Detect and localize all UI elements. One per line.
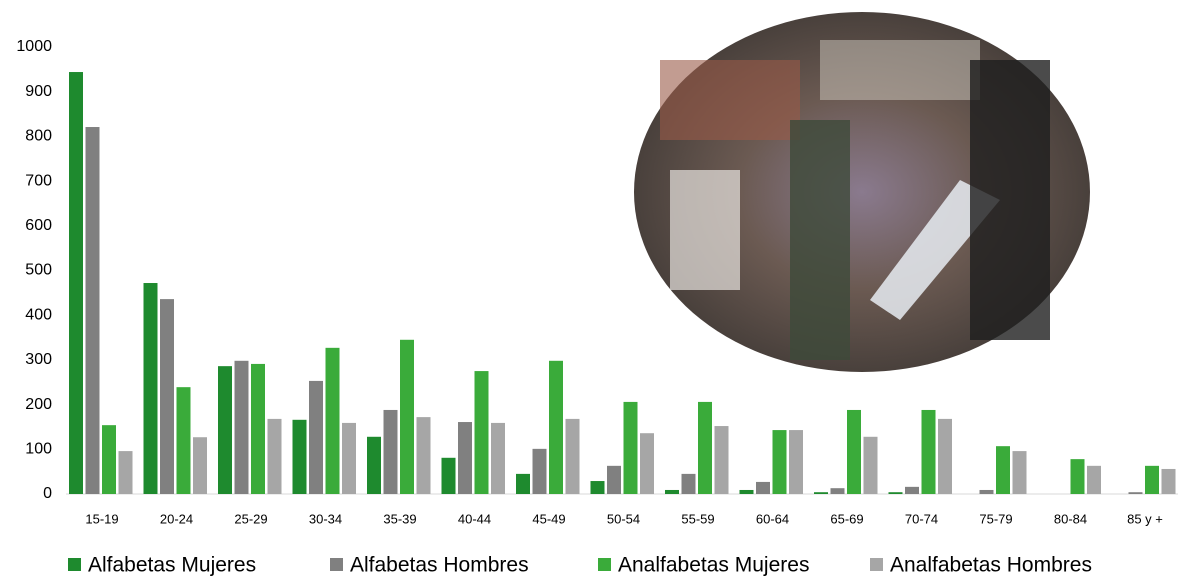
bar xyxy=(979,489,994,494)
bar xyxy=(565,418,580,494)
legend-swatch xyxy=(68,558,81,571)
bar xyxy=(1087,465,1101,494)
bar xyxy=(102,425,116,494)
bar xyxy=(458,422,472,494)
bar xyxy=(863,436,878,494)
bar xyxy=(549,360,563,494)
bar xyxy=(251,363,265,494)
legend-swatch xyxy=(870,558,883,571)
bar xyxy=(1070,459,1085,494)
bar xyxy=(234,360,249,494)
bar xyxy=(996,446,1010,494)
bar xyxy=(400,339,414,494)
bar xyxy=(714,426,729,494)
x-tick-label: 60-64 xyxy=(756,511,789,526)
y-tick-label: 700 xyxy=(25,172,52,189)
bar xyxy=(416,417,431,494)
bar xyxy=(516,473,530,494)
bar xyxy=(193,437,207,494)
bar xyxy=(830,488,845,494)
bar xyxy=(1012,451,1027,494)
x-tick-label: 40-44 xyxy=(458,511,491,526)
bar xyxy=(85,127,100,494)
bar xyxy=(665,489,679,494)
y-tick-label: 800 xyxy=(25,128,52,145)
legend-label: Alfabetas Hombres xyxy=(350,554,529,577)
x-tick-label: 55-59 xyxy=(681,511,714,526)
bar xyxy=(325,347,340,494)
legend-swatch xyxy=(330,558,343,571)
bar xyxy=(309,380,323,494)
bar xyxy=(623,401,638,494)
x-tick-label: 15-19 xyxy=(85,511,118,526)
y-tick-label: 600 xyxy=(25,217,52,234)
bar xyxy=(491,422,505,494)
x-tick-label: 25-29 xyxy=(234,511,267,526)
x-tick-label: 85 y + xyxy=(1127,511,1163,526)
y-tick-label: 200 xyxy=(25,396,52,413)
y-tick-label: 0 xyxy=(43,485,52,502)
x-tick-label: 30-34 xyxy=(309,511,342,526)
bar xyxy=(1128,492,1143,494)
bar xyxy=(441,457,456,494)
y-tick-label: 500 xyxy=(25,262,52,279)
bar xyxy=(847,409,861,494)
bar xyxy=(739,489,754,494)
legend-label: Analfabetas Mujeres xyxy=(618,554,809,577)
bar xyxy=(590,481,605,494)
bar xyxy=(921,409,936,494)
bar xyxy=(474,371,489,494)
bar xyxy=(176,387,191,494)
bar xyxy=(342,422,356,494)
bar xyxy=(143,283,158,494)
bar xyxy=(640,433,654,494)
legend-label: Alfabetas Mujeres xyxy=(88,554,256,577)
x-tick-label: 70-74 xyxy=(905,511,938,526)
bar xyxy=(789,430,803,494)
x-tick-label: 35-39 xyxy=(383,511,416,526)
x-tick-label: 65-69 xyxy=(830,511,863,526)
x-tick-label: 50-54 xyxy=(607,511,640,526)
bar xyxy=(681,473,696,494)
photo xyxy=(634,12,1090,372)
y-tick-label: 400 xyxy=(25,306,52,323)
bar xyxy=(888,492,903,494)
bar xyxy=(938,418,952,494)
bar xyxy=(383,409,398,494)
bar xyxy=(367,436,381,494)
y-tick-label: 1000 xyxy=(16,38,52,55)
y-tick-label: 300 xyxy=(25,351,52,368)
bar xyxy=(118,451,133,494)
y-tick-label: 100 xyxy=(25,441,52,458)
bar xyxy=(69,72,83,495)
bar xyxy=(698,401,712,494)
bar xyxy=(607,465,621,494)
legend-swatch xyxy=(598,558,611,571)
y-tick-label: 900 xyxy=(25,83,52,100)
bar xyxy=(905,486,919,494)
x-tick-label: 45-49 xyxy=(532,511,565,526)
bar xyxy=(218,366,232,494)
bar xyxy=(292,419,307,494)
bar xyxy=(772,430,787,494)
x-tick-label: 75-79 xyxy=(979,511,1012,526)
bar xyxy=(267,418,282,494)
bar xyxy=(160,299,174,494)
legend-label: Analfabetas Hombres xyxy=(890,554,1092,577)
bar xyxy=(1161,468,1176,494)
x-tick-label: 80-84 xyxy=(1054,511,1087,526)
bar xyxy=(756,481,770,494)
bar xyxy=(1145,465,1159,494)
x-tick-label: 20-24 xyxy=(160,511,193,526)
bar xyxy=(814,492,828,494)
bar xyxy=(532,448,547,494)
